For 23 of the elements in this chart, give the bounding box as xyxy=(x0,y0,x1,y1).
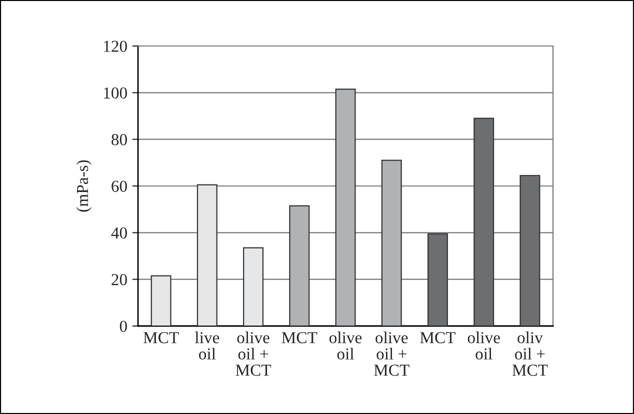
y-tick-label: 0 xyxy=(120,320,127,332)
bar xyxy=(150,275,172,326)
bar xyxy=(335,88,356,326)
x-tick-label: MCT xyxy=(420,332,456,344)
x-tick-label: live oil xyxy=(195,332,220,360)
x-tick-label: oliv oil + MCT xyxy=(512,332,548,376)
x-tick-label: MCT xyxy=(282,332,318,344)
y-tick-label: 40 xyxy=(111,227,127,239)
x-tick-label: olive oil xyxy=(329,332,362,360)
y-axis-title: (mPa-s) xyxy=(76,160,92,212)
x-tick-label: olive oil + MCT xyxy=(236,332,272,376)
y-tick-label: 120 xyxy=(104,40,127,52)
bar xyxy=(196,184,218,326)
bar xyxy=(381,160,402,326)
bar xyxy=(243,247,264,326)
x-tick-label: olive oil + MCT xyxy=(374,332,410,376)
y-tick-label: 100 xyxy=(104,87,127,99)
bar xyxy=(289,205,310,326)
x-tick-label: MCT xyxy=(143,332,179,344)
y-tick-label: 20 xyxy=(112,274,127,286)
y-tick-label: 60 xyxy=(112,180,127,192)
x-tick-label: olive oil xyxy=(468,332,500,360)
y-tick-label: 80 xyxy=(112,134,127,146)
